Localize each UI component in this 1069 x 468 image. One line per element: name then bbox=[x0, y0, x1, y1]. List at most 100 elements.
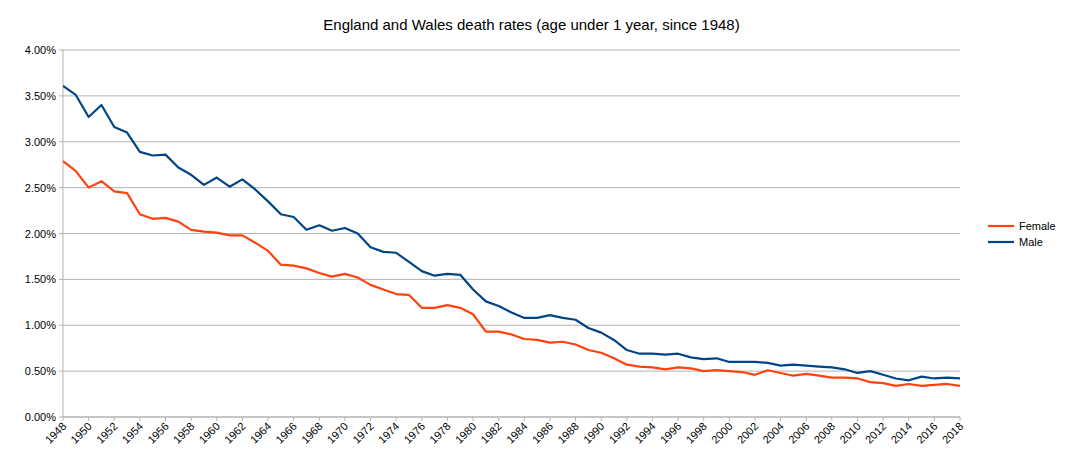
title: England and Wales death rates (age under… bbox=[323, 16, 739, 33]
y-tick bbox=[59, 233, 63, 234]
legend-label: Male bbox=[1019, 236, 1043, 248]
x-tick bbox=[370, 417, 371, 421]
x-tick bbox=[319, 417, 320, 421]
x-tick-label: 2016 bbox=[914, 420, 940, 446]
x-tick-label: 1980 bbox=[453, 420, 479, 446]
x-tick-label: 1990 bbox=[581, 420, 607, 446]
x-tick bbox=[908, 417, 909, 421]
legend-swatch bbox=[988, 225, 1014, 227]
chart: England and Wales death rates (age under… bbox=[0, 0, 1069, 468]
x-tick bbox=[934, 417, 935, 421]
grid-line bbox=[63, 141, 960, 142]
x-tick-label: 1984 bbox=[504, 420, 530, 446]
grid-line bbox=[63, 233, 960, 234]
x-tick bbox=[524, 417, 525, 421]
x-tick-label: 1960 bbox=[196, 420, 222, 446]
x-tick-label: 1994 bbox=[632, 420, 658, 446]
x-tick bbox=[831, 417, 832, 421]
x-tick-label: 1986 bbox=[530, 420, 556, 446]
x-tick bbox=[857, 417, 858, 421]
x-tick-label: 1982 bbox=[478, 420, 504, 446]
x-tick-label: 1972 bbox=[350, 420, 376, 446]
x-tick-label: 1954 bbox=[120, 420, 146, 446]
y-tick bbox=[59, 325, 63, 326]
x-tick-label: 1964 bbox=[248, 420, 274, 446]
x-tick-label: 1998 bbox=[683, 420, 709, 446]
y-tick bbox=[59, 371, 63, 372]
x-tick bbox=[806, 417, 807, 421]
x-tick bbox=[63, 417, 64, 421]
x-tick bbox=[703, 417, 704, 421]
x-tick-label: 1974 bbox=[376, 420, 402, 446]
y-axis bbox=[63, 50, 64, 417]
x-tick bbox=[652, 417, 653, 421]
background bbox=[0, 0, 1069, 468]
x-tick bbox=[447, 417, 448, 421]
y-tick bbox=[59, 187, 63, 188]
legend-label: Female bbox=[1019, 220, 1056, 232]
y-tick-label: 2.00% bbox=[25, 228, 56, 240]
x-tick-label: 1956 bbox=[145, 420, 171, 446]
y-tick bbox=[59, 141, 63, 142]
x-tick-label: 2000 bbox=[709, 420, 735, 446]
x-tick bbox=[421, 417, 422, 421]
x-tick bbox=[165, 417, 166, 421]
y-tick bbox=[59, 95, 63, 96]
y-tick-label: 0.00% bbox=[25, 411, 56, 423]
y-tick bbox=[59, 50, 63, 51]
x-tick-label: 1952 bbox=[94, 420, 120, 446]
x-tick-label: 1970 bbox=[325, 420, 351, 446]
grid-line bbox=[63, 371, 960, 372]
x-tick bbox=[678, 417, 679, 421]
x-tick-label: 2014 bbox=[888, 420, 914, 446]
x-tick-label: 1958 bbox=[171, 420, 197, 446]
x-tick-label: 2008 bbox=[811, 420, 837, 446]
y-tick bbox=[59, 279, 63, 280]
y-tick-label: 3.50% bbox=[25, 90, 56, 102]
x-tick bbox=[216, 417, 217, 421]
plot-area bbox=[63, 86, 960, 386]
legend-swatch bbox=[988, 241, 1014, 243]
x-tick-label: 2006 bbox=[786, 420, 812, 446]
x-tick bbox=[549, 417, 550, 421]
y-tick-label: 0.50% bbox=[25, 365, 56, 377]
x-tick-label: 2004 bbox=[760, 420, 786, 446]
x-tick-label: 2010 bbox=[837, 420, 863, 446]
x-tick-label: 1978 bbox=[427, 420, 453, 446]
x-axis bbox=[63, 417, 960, 418]
x-tick bbox=[473, 417, 474, 421]
x-tick bbox=[883, 417, 884, 421]
x-tick bbox=[114, 417, 115, 421]
y-tick-label: 3.00% bbox=[25, 136, 56, 148]
x-tick bbox=[960, 417, 961, 421]
x-tick bbox=[780, 417, 781, 421]
y-tick-label: 1.50% bbox=[25, 273, 56, 285]
x-tick bbox=[268, 417, 269, 421]
grid-line bbox=[63, 187, 960, 188]
x-tick-label: 1962 bbox=[222, 420, 248, 446]
x-tick bbox=[754, 417, 755, 421]
x-tick-label: 1948 bbox=[43, 420, 69, 446]
x-tick bbox=[626, 417, 627, 421]
x-tick bbox=[344, 417, 345, 421]
x-tick bbox=[139, 417, 140, 421]
x-tick-label: 1968 bbox=[299, 420, 325, 446]
series-line bbox=[63, 161, 960, 386]
x-tick-label: 1976 bbox=[401, 420, 427, 446]
x-tick-label: 1996 bbox=[658, 420, 684, 446]
x-tick-label: 1992 bbox=[606, 420, 632, 446]
y-tick bbox=[59, 417, 63, 418]
x-tick bbox=[575, 417, 576, 421]
x-tick-label: 1966 bbox=[273, 420, 299, 446]
x-tick bbox=[396, 417, 397, 421]
x-tick bbox=[601, 417, 602, 421]
x-tick bbox=[191, 417, 192, 421]
x-tick-label: 1988 bbox=[555, 420, 581, 446]
x-tick bbox=[88, 417, 89, 421]
x-tick-label: 2012 bbox=[863, 420, 889, 446]
x-tick-label: 2018 bbox=[940, 420, 966, 446]
grid-line bbox=[63, 417, 960, 418]
x-tick bbox=[242, 417, 243, 421]
x-tick bbox=[498, 417, 499, 421]
x-tick bbox=[293, 417, 294, 421]
